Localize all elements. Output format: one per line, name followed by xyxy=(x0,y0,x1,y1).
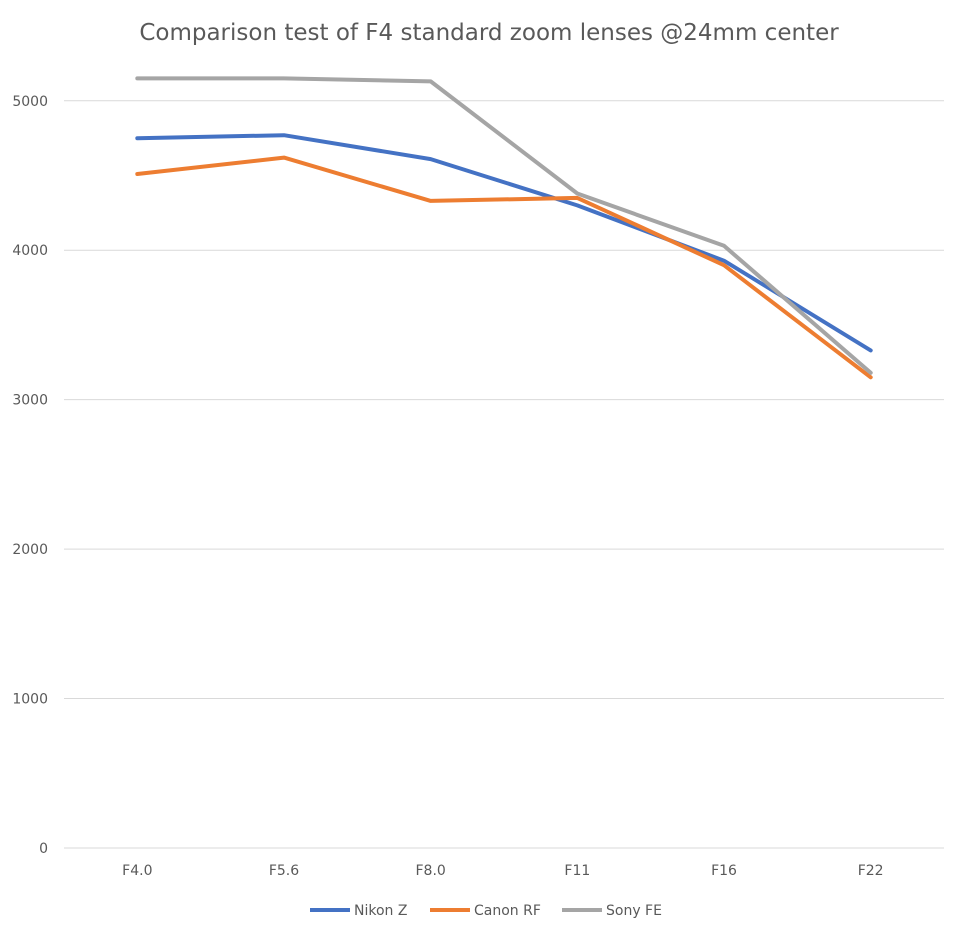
x-tick-label: F16 xyxy=(711,863,737,879)
x-tick-label: F22 xyxy=(858,863,884,879)
x-tick-label: F8.0 xyxy=(416,863,446,879)
chart-title: Comparison test of F4 standard zoom lens… xyxy=(139,20,839,46)
series-line-canon-rf xyxy=(135,155,873,380)
legend-label: Nikon Z xyxy=(354,903,407,919)
legend-item-canon-rf: Canon RF xyxy=(430,903,541,919)
x-tick-label: F5.6 xyxy=(269,863,299,879)
legend-item-sony-fe: Sony FE xyxy=(562,903,662,919)
series-line-nikon-z xyxy=(135,133,873,353)
x-tick-label: F11 xyxy=(564,863,590,879)
y-tick-label: 2000 xyxy=(12,542,48,558)
y-tick-label: 0 xyxy=(39,841,48,857)
y-tick-label: 1000 xyxy=(12,692,48,708)
gridlines xyxy=(64,100,944,849)
series-line-sony-fe xyxy=(135,76,873,375)
series-lines xyxy=(135,76,873,380)
x-axis-tick-labels: F4.0 F5.6 F8.0 F11 F16 F22 xyxy=(122,863,883,879)
legend-label: Canon RF xyxy=(474,903,541,919)
y-tick-label: 3000 xyxy=(12,393,48,409)
legend: Nikon Z Canon RF Sony FE xyxy=(310,903,662,919)
legend-label: Sony FE xyxy=(606,903,662,919)
legend-item-nikon-z: Nikon Z xyxy=(310,903,407,919)
x-tick-label: F4.0 xyxy=(122,863,152,879)
y-tick-label: 4000 xyxy=(12,243,48,259)
y-axis-tick-labels: 0 1000 2000 3000 4000 5000 xyxy=(12,94,48,857)
y-tick-label: 5000 xyxy=(12,94,48,110)
